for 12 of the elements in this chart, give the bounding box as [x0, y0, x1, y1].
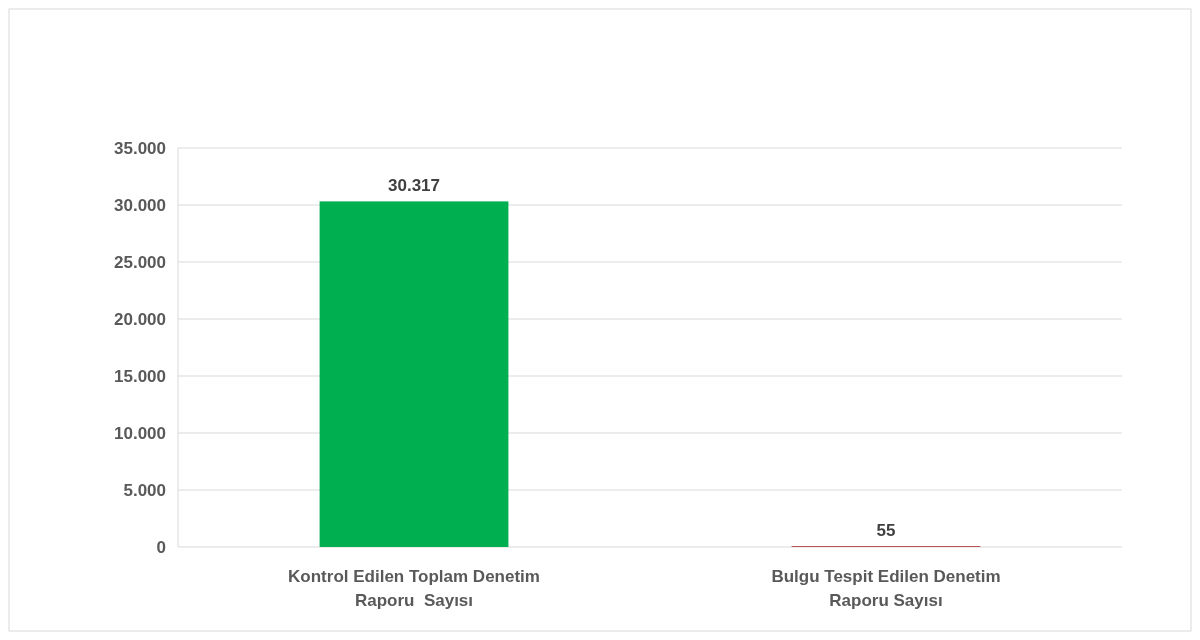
x-tick-label: Bulgu Tespit Edilen Denetim Raporu Sayısı: [771, 567, 1001, 610]
y-tick-label: 25.000: [114, 252, 166, 272]
y-tick-label: 5.000: [123, 480, 166, 500]
x-tick-label: Kontrol Edilen Toplam Denetim Raporu Sayısı: [288, 567, 540, 610]
y-tick-label: 20.000: [114, 309, 166, 329]
y-tick-label: 0: [156, 537, 166, 557]
y-tick-label: 15.000: [114, 366, 166, 386]
y-tick-label: 35.000: [114, 138, 166, 158]
y-tick-label: 10.000: [114, 423, 166, 443]
data-label: 30.317: [388, 176, 440, 196]
data-label: 55: [876, 521, 896, 541]
y-tick-label: 30.000: [114, 195, 166, 215]
